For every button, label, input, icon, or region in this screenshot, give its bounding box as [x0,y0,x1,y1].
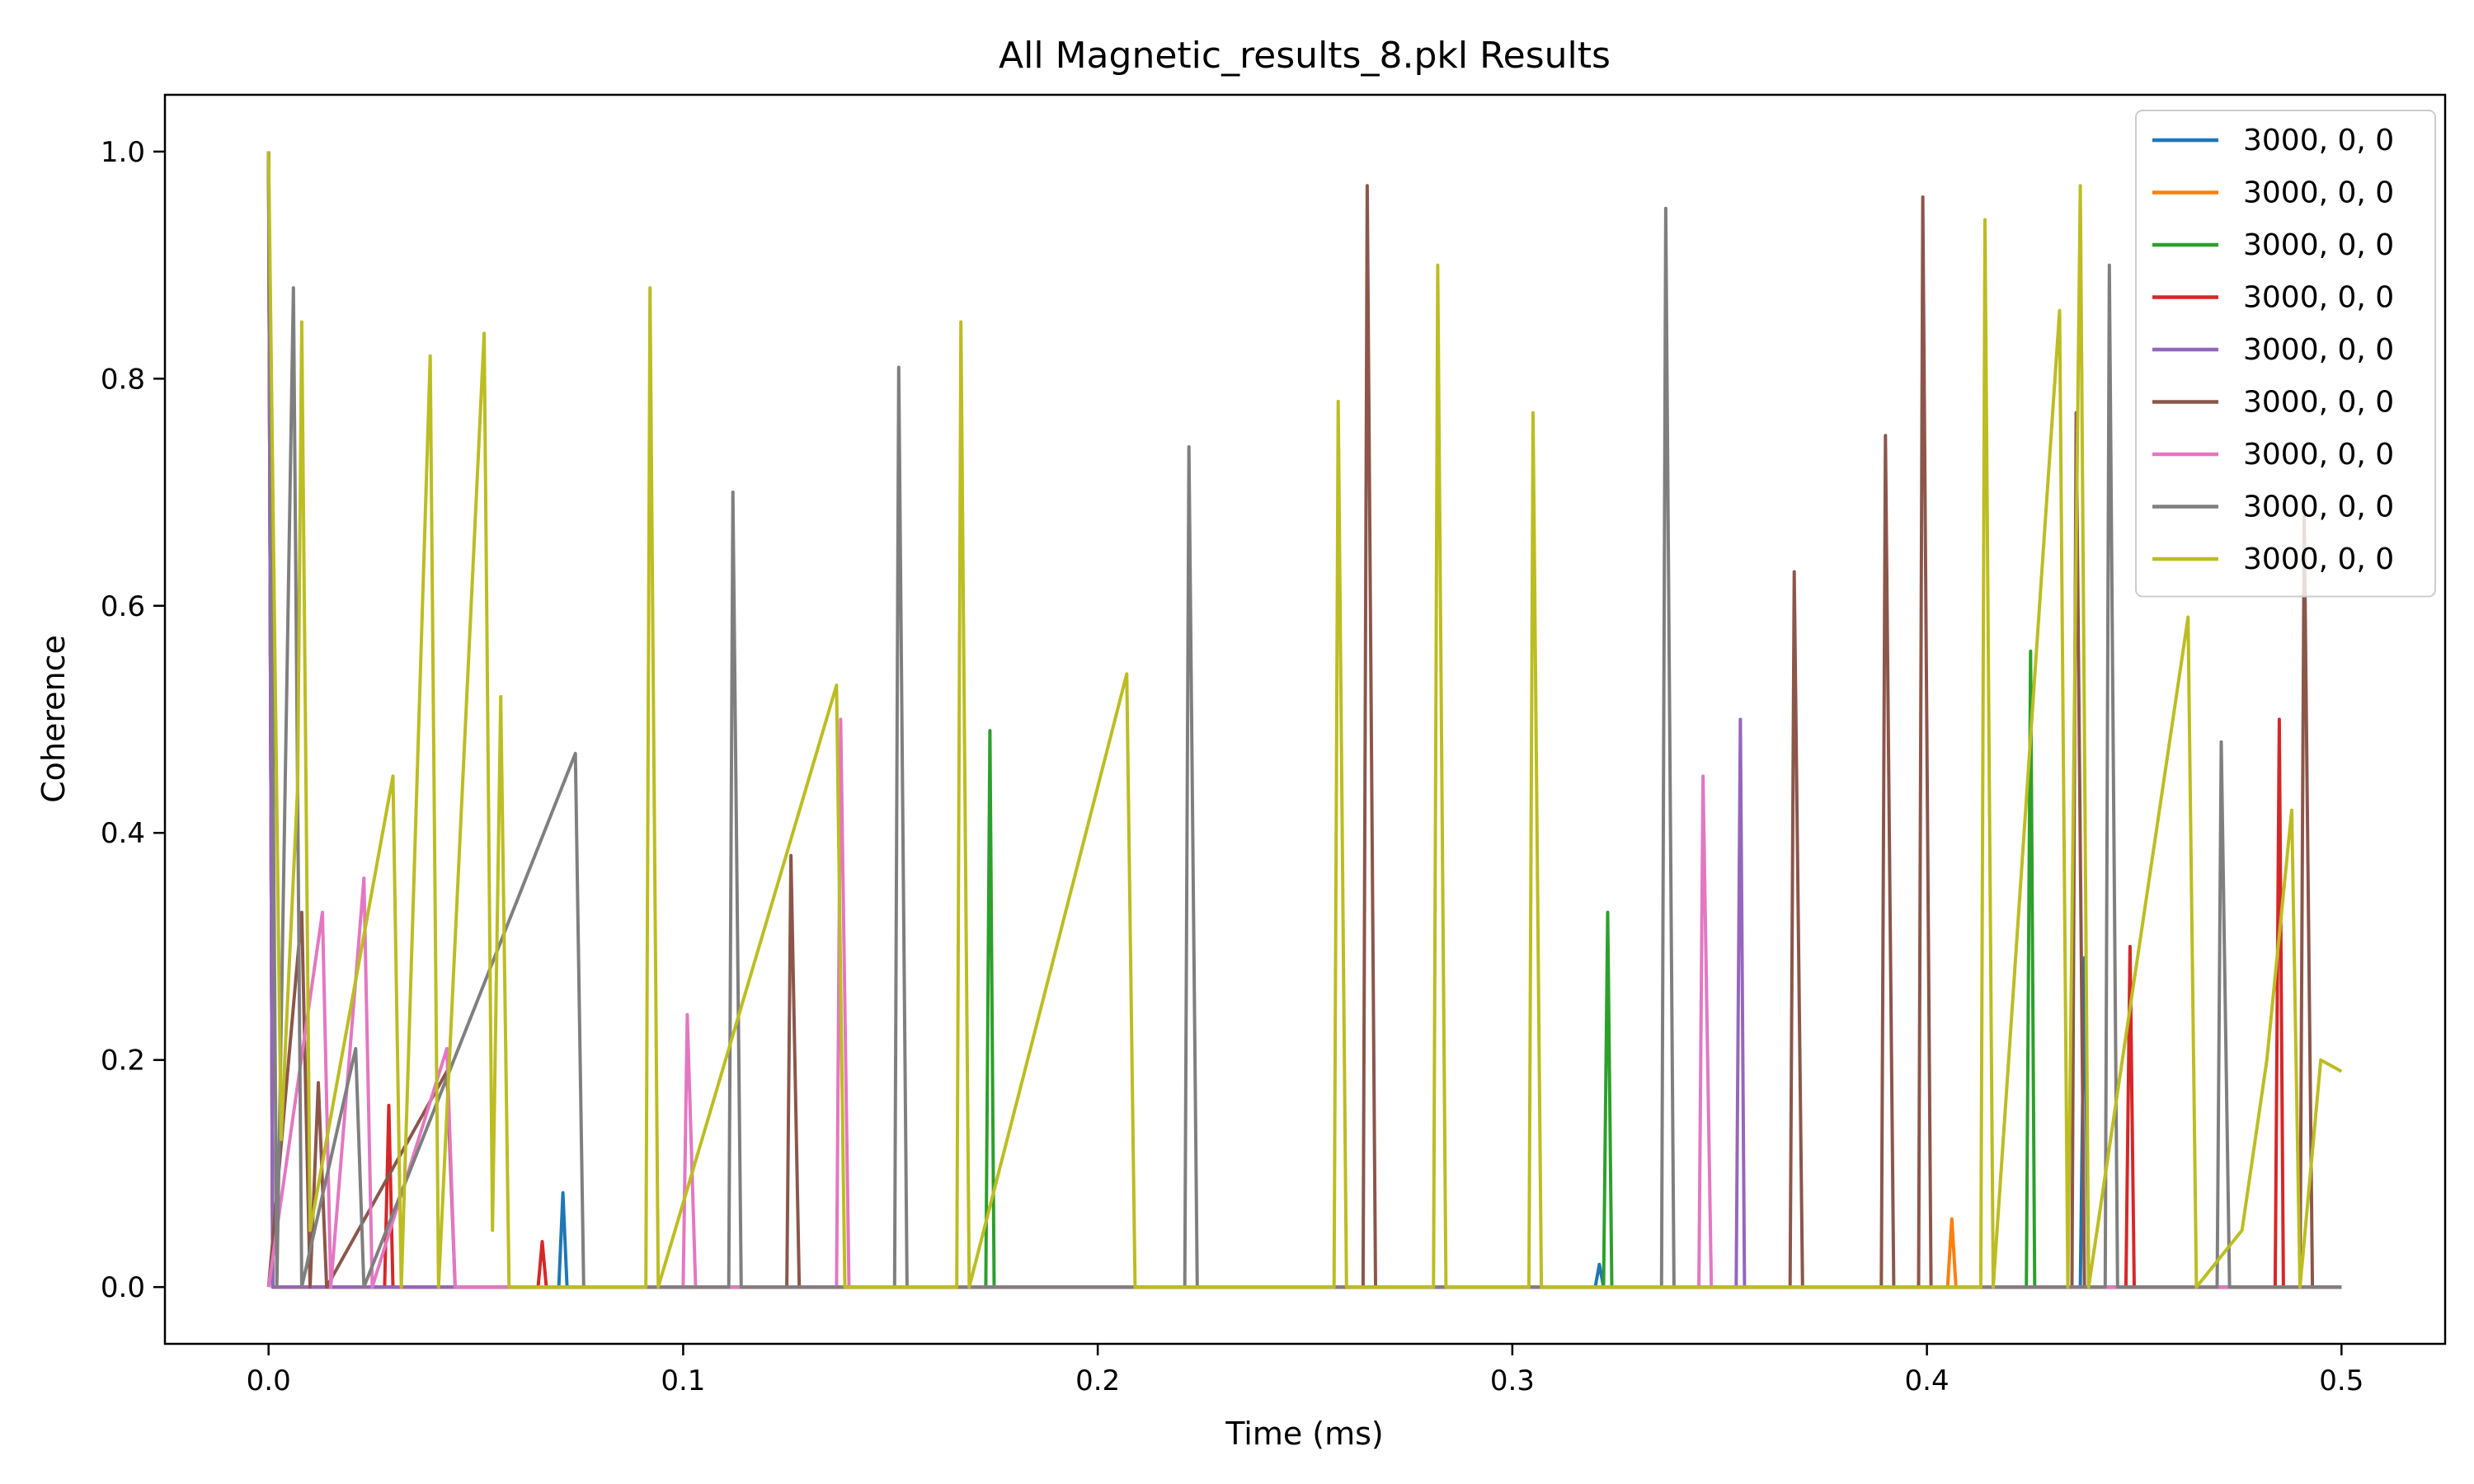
y-tick-label: 0.2 [101,1045,145,1078]
x-tick-label: 0.1 [661,1364,705,1397]
series-layer [266,151,2343,1289]
plot-frame [163,93,2447,1345]
x-tick-label: 0.2 [1075,1364,1120,1397]
y-axis-label: Coherence [35,635,72,803]
y-axis: 0.0 0.2 0.4 0.6 0.8 1.0 [101,136,165,1304]
legend-label: 3000, 0, 0 [2243,333,2394,367]
series-line-7 [266,717,2342,1289]
legend-label: 3000, 0, 0 [2243,124,2394,157]
legend: 3000, 0, 0 3000, 0, 0 3000, 0, 0 3000, 0, 0… [2135,110,2436,598]
y-tick-label: 0.0 [101,1271,145,1304]
legend-label: 3000, 0, 0 [2243,491,2394,524]
y-tick-label: 1.0 [101,136,145,169]
legend-label: 3000, 0, 0 [2243,438,2394,472]
series-line-9 [266,151,2343,1289]
legend-label: 3000, 0, 0 [2243,542,2394,576]
x-tick-label: 0.4 [1905,1364,1950,1397]
legend-label: 3000, 0, 0 [2243,176,2394,210]
x-axis-label: Time (ms) [1225,1416,1384,1452]
x-axis: 0.0 0.1 0.2 0.3 0.4 0.5 [247,1344,2363,1397]
chart-title: All Magnetic_results_8.pkl Results [999,35,1611,77]
y-tick-label: 0.4 [101,817,145,850]
legend-box [2135,110,2436,598]
legend-label: 3000, 0, 0 [2243,281,2394,315]
y-tick-label: 0.8 [101,363,145,396]
x-tick-label: 0.0 [247,1364,291,1397]
x-tick-label: 0.5 [2319,1364,2363,1397]
x-tick-label: 0.3 [1490,1364,1535,1397]
y-tick-label: 0.6 [101,590,145,623]
legend-label: 3000, 0, 0 [2243,386,2394,420]
legend-label: 3000, 0, 0 [2243,228,2394,262]
